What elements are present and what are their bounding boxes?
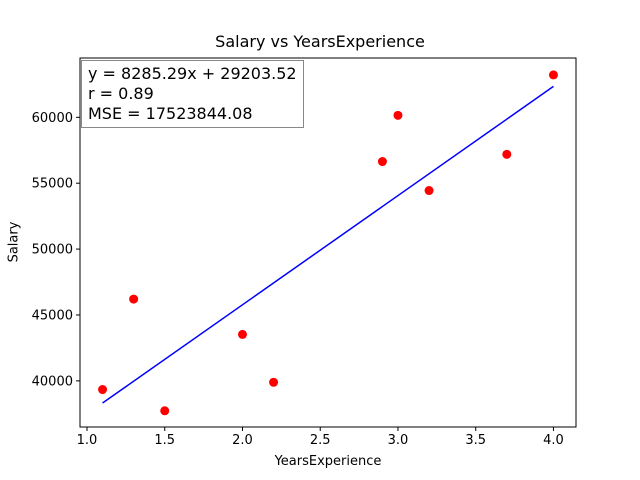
data-point bbox=[160, 406, 170, 416]
data-point bbox=[237, 329, 247, 339]
x-tick-label: 1.0 bbox=[77, 433, 98, 448]
chart-title: Salary vs YearsExperience bbox=[215, 32, 425, 51]
x-tick-label: 3.0 bbox=[388, 433, 409, 448]
x-axis-label: YearsExperience bbox=[274, 454, 382, 469]
y-tick-label: 60000 bbox=[32, 111, 73, 126]
y-tick-label: 45000 bbox=[32, 308, 73, 323]
data-point bbox=[502, 149, 512, 159]
x-tick-label: 2.0 bbox=[232, 433, 253, 448]
equation-text: y = 8285.29x + 29203.52 bbox=[88, 64, 297, 83]
y-tick-label: 50000 bbox=[32, 243, 73, 258]
x-tick-label: 2.5 bbox=[310, 433, 331, 448]
data-point bbox=[424, 186, 434, 196]
x-tick-label: 3.5 bbox=[465, 433, 486, 448]
y-tick-label: 40000 bbox=[32, 374, 73, 389]
data-point bbox=[548, 70, 558, 80]
data-point bbox=[377, 157, 387, 167]
data-point bbox=[393, 110, 403, 120]
mse-text: MSE = 17523844.08 bbox=[88, 104, 253, 123]
axes-frame bbox=[79, 57, 577, 428]
data-point bbox=[98, 385, 108, 395]
regression-line bbox=[102, 85, 554, 404]
correlation-text: r = 0.89 bbox=[88, 84, 154, 103]
x-tick-label: 4.0 bbox=[543, 433, 564, 448]
regression-stats-box: y = 8285.29x + 29203.52 r = 0.89 MSE = 1… bbox=[81, 60, 304, 128]
y-tick-label: 55000 bbox=[32, 177, 73, 192]
x-tick-label: 1.5 bbox=[154, 433, 175, 448]
data-point bbox=[269, 377, 279, 387]
data-point bbox=[129, 294, 139, 304]
y-axis-label: Salary bbox=[6, 221, 22, 263]
